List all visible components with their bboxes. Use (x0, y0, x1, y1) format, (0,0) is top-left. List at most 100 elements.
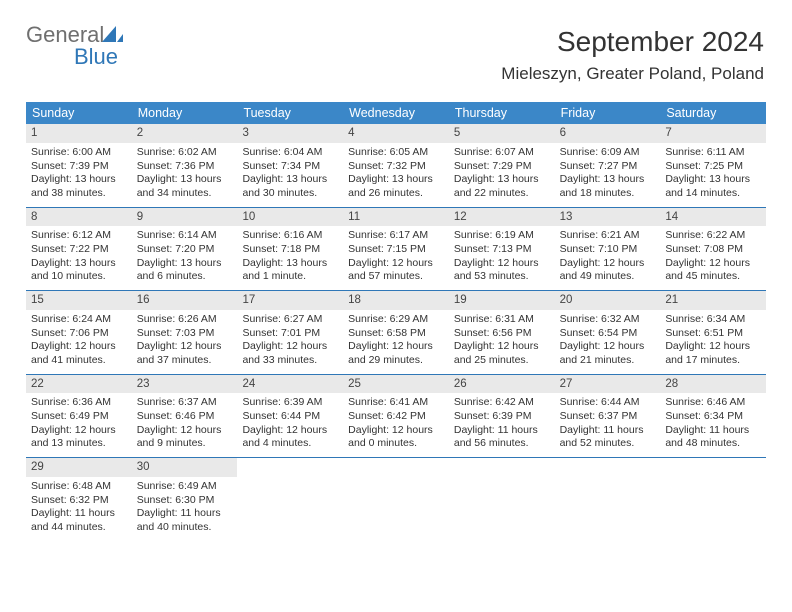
week-row: 8Sunrise: 6:12 AMSunset: 7:22 PMDaylight… (26, 208, 766, 292)
daylight-line: Daylight: 12 hours and 17 minutes. (665, 340, 761, 367)
page-title: September 2024 (557, 26, 764, 58)
daylight-line: Daylight: 12 hours and 57 minutes. (348, 257, 444, 284)
sunset-line: Sunset: 7:29 PM (454, 160, 550, 174)
sunrise-line: Sunrise: 6:26 AM (137, 313, 233, 327)
day-cell: 26Sunrise: 6:42 AMSunset: 6:39 PMDayligh… (449, 375, 555, 458)
day-cell: 28Sunrise: 6:46 AMSunset: 6:34 PMDayligh… (660, 375, 766, 458)
day-number: 2 (132, 124, 238, 143)
daylight-line: Daylight: 12 hours and 37 minutes. (137, 340, 233, 367)
day-cell: 29 Sunrise: 6:48 AMSunset: 6:32 PMDayligh… (26, 458, 132, 541)
day-number: 7 (660, 124, 766, 143)
weekday-header-saturday: Saturday (660, 102, 766, 124)
weekday-header-thursday: Thursday (449, 102, 555, 124)
day-number: 29 (26, 458, 132, 477)
sunset-line: Sunset: 7:39 PM (31, 160, 127, 174)
sunrise-line: Sunrise: 6:37 AM (137, 396, 233, 410)
day-cell: 22Sunrise: 6:36 AMSunset: 6:49 PMDayligh… (26, 375, 132, 458)
daylight-line: Daylight: 12 hours and 49 minutes. (560, 257, 656, 284)
day-cell: 23Sunrise: 6:37 AMSunset: 6:46 PMDayligh… (132, 375, 238, 458)
sunset-line: Sunset: 6:54 PM (560, 327, 656, 341)
sunrise-line: Sunrise: 6:32 AM (560, 313, 656, 327)
day-cell (555, 458, 661, 541)
sunrise-line: Sunrise: 6:02 AM (137, 146, 233, 160)
sunset-line: Sunset: 6:30 PM (137, 494, 233, 508)
day-number: 10 (237, 208, 343, 227)
sunset-line: Sunset: 7:34 PM (242, 160, 338, 174)
sunrise-line: Sunrise: 6:41 AM (348, 396, 444, 410)
sunrise-line: Sunrise: 6:34 AM (665, 313, 761, 327)
day-cell: 1Sunrise: 6:00 AMSunset: 7:39 PMDaylight… (26, 124, 132, 207)
day-number: 4 (343, 124, 449, 143)
daylight-line: Daylight: 12 hours and 53 minutes. (454, 257, 550, 284)
week-row: 22Sunrise: 6:36 AMSunset: 6:49 PMDayligh… (26, 375, 766, 459)
sunset-line: Sunset: 7:27 PM (560, 160, 656, 174)
day-cell (237, 458, 343, 541)
sunrise-line: Sunrise: 6:48 AM (31, 480, 127, 494)
sunrise-line: Sunrise: 6:09 AM (560, 146, 656, 160)
day-number: 18 (343, 291, 449, 310)
weekday-header-monday: Monday (132, 102, 238, 124)
day-cell: 15Sunrise: 6:24 AMSunset: 7:06 PMDayligh… (26, 291, 132, 374)
daylight-line: Daylight: 13 hours and 14 minutes. (665, 173, 761, 200)
day-cell: 5Sunrise: 6:07 AMSunset: 7:29 PMDaylight… (449, 124, 555, 207)
day-number: 8 (26, 208, 132, 227)
sunset-line: Sunset: 6:46 PM (137, 410, 233, 424)
day-number: 27 (555, 375, 661, 394)
sunset-line: Sunset: 7:36 PM (137, 160, 233, 174)
day-number: 13 (555, 208, 661, 227)
day-number: 22 (26, 375, 132, 394)
sunrise-line: Sunrise: 6:04 AM (242, 146, 338, 160)
day-cell: 10Sunrise: 6:16 AMSunset: 7:18 PMDayligh… (237, 208, 343, 291)
location-text: Mieleszyn, Greater Poland, Poland (501, 64, 764, 84)
sunrise-line: Sunrise: 6:14 AM (137, 229, 233, 243)
sunset-line: Sunset: 7:03 PM (137, 327, 233, 341)
calendar: SundayMondayTuesdayWednesdayThursdayFrid… (26, 102, 766, 541)
daylight-line: Daylight: 11 hours and 48 minutes. (665, 424, 761, 451)
sunrise-line: Sunrise: 6:22 AM (665, 229, 761, 243)
daylight-line: Daylight: 13 hours and 10 minutes. (31, 257, 127, 284)
day-cell: 27Sunrise: 6:44 AMSunset: 6:37 PMDayligh… (555, 375, 661, 458)
day-number: 20 (555, 291, 661, 310)
daylight-line: Daylight: 12 hours and 41 minutes. (31, 340, 127, 367)
sunset-line: Sunset: 7:20 PM (137, 243, 233, 257)
day-number: 12 (449, 208, 555, 227)
sunset-line: Sunset: 7:01 PM (242, 327, 338, 341)
sunrise-line: Sunrise: 6:17 AM (348, 229, 444, 243)
sunset-line: Sunset: 7:13 PM (454, 243, 550, 257)
daylight-line: Daylight: 13 hours and 34 minutes. (137, 173, 233, 200)
logo: General Blue (26, 24, 123, 68)
sunrise-line: Sunrise: 6:39 AM (242, 396, 338, 410)
sunset-line: Sunset: 6:51 PM (665, 327, 761, 341)
sunrise-line: Sunrise: 6:27 AM (242, 313, 338, 327)
daylight-line: Daylight: 12 hours and 45 minutes. (665, 257, 761, 284)
sunset-line: Sunset: 7:22 PM (31, 243, 127, 257)
daylight-line: Daylight: 13 hours and 6 minutes. (137, 257, 233, 284)
day-cell: 30Sunrise: 6:49 AMSunset: 6:30 PMDayligh… (132, 458, 238, 541)
sunrise-line: Sunrise: 6:44 AM (560, 396, 656, 410)
sunrise-line: Sunrise: 6:31 AM (454, 313, 550, 327)
day-cell: 12Sunrise: 6:19 AMSunset: 7:13 PMDayligh… (449, 208, 555, 291)
daylight-line: Daylight: 12 hours and 25 minutes. (454, 340, 550, 367)
sunrise-line: Sunrise: 6:16 AM (242, 229, 338, 243)
sunset-line: Sunset: 7:32 PM (348, 160, 444, 174)
day-number: 30 (132, 458, 238, 477)
day-number: 24 (237, 375, 343, 394)
day-cell: 21Sunrise: 6:34 AMSunset: 6:51 PMDayligh… (660, 291, 766, 374)
daylight-line: Daylight: 13 hours and 38 minutes. (31, 173, 127, 200)
day-number: 3 (237, 124, 343, 143)
sunset-line: Sunset: 6:39 PM (454, 410, 550, 424)
day-cell: 24Sunrise: 6:39 AMSunset: 6:44 PMDayligh… (237, 375, 343, 458)
daylight-line: Daylight: 11 hours and 44 minutes. (31, 507, 127, 534)
week-row: 15Sunrise: 6:24 AMSunset: 7:06 PMDayligh… (26, 291, 766, 375)
day-number: 14 (660, 208, 766, 227)
daylight-line: Daylight: 13 hours and 30 minutes. (242, 173, 338, 200)
sunset-line: Sunset: 6:42 PM (348, 410, 444, 424)
day-cell (449, 458, 555, 541)
sunset-line: Sunset: 6:32 PM (31, 494, 127, 508)
logo-triangle-icon (102, 26, 116, 42)
daylight-line: Daylight: 11 hours and 52 minutes. (560, 424, 656, 451)
day-number: 15 (26, 291, 132, 310)
sunrise-line: Sunrise: 6:46 AM (665, 396, 761, 410)
day-cell: 11Sunrise: 6:17 AMSunset: 7:15 PMDayligh… (343, 208, 449, 291)
weekday-header-sunday: Sunday (26, 102, 132, 124)
